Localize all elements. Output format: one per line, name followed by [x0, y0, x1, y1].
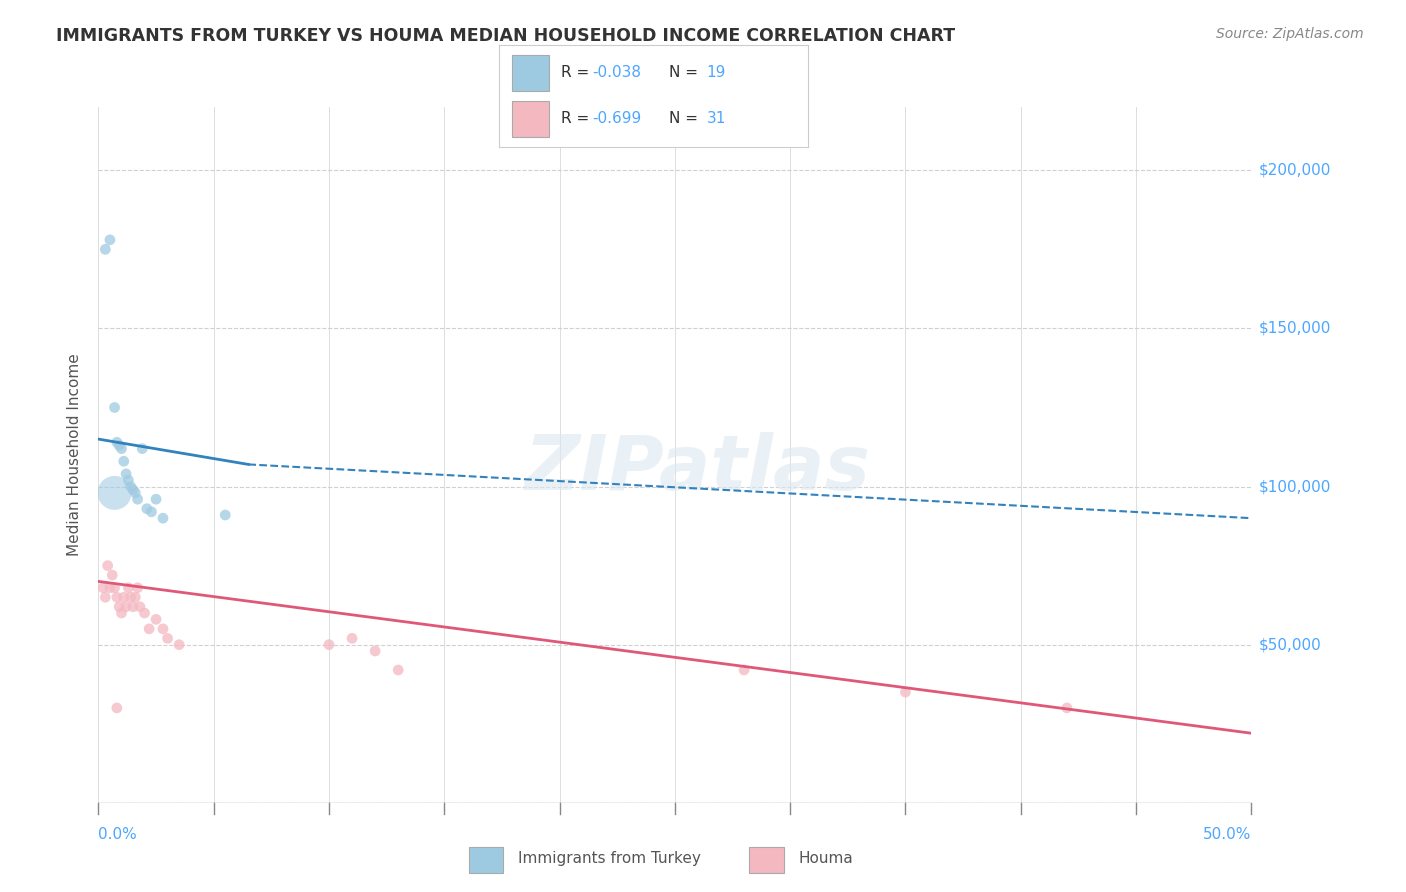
Text: $50,000: $50,000 — [1258, 637, 1322, 652]
Point — [141, 505, 163, 519]
Point — [894, 685, 917, 699]
Point — [733, 663, 755, 677]
Point — [138, 622, 160, 636]
Text: $100,000: $100,000 — [1258, 479, 1330, 494]
Point — [135, 501, 157, 516]
Point — [122, 483, 145, 497]
Text: 19: 19 — [706, 65, 725, 79]
Text: -0.038: -0.038 — [592, 65, 641, 79]
Point — [364, 644, 387, 658]
Text: -0.699: -0.699 — [592, 111, 641, 126]
Point — [129, 599, 152, 614]
Point — [110, 606, 132, 620]
Point — [131, 442, 153, 456]
Point — [112, 454, 135, 468]
Point — [110, 442, 132, 456]
Point — [387, 663, 409, 677]
Point — [103, 581, 125, 595]
Bar — [749, 847, 785, 872]
Text: 31: 31 — [706, 111, 725, 126]
Point — [105, 435, 128, 450]
Bar — [512, 55, 548, 91]
Text: Immigrants from Turkey: Immigrants from Turkey — [517, 851, 702, 866]
Point — [167, 638, 190, 652]
Point — [101, 568, 124, 582]
Point — [94, 591, 117, 605]
Point — [145, 612, 167, 626]
Point — [152, 511, 174, 525]
Point — [120, 479, 142, 493]
Text: 50.0%: 50.0% — [1204, 827, 1251, 841]
Point — [124, 591, 146, 605]
Point — [98, 581, 121, 595]
Point — [108, 599, 131, 614]
Point — [105, 591, 128, 605]
Point — [122, 599, 145, 614]
Text: $200,000: $200,000 — [1258, 163, 1330, 178]
Text: Source: ZipAtlas.com: Source: ZipAtlas.com — [1216, 27, 1364, 41]
Point — [145, 492, 167, 507]
Point — [98, 233, 121, 247]
Point — [156, 632, 179, 646]
Point — [117, 473, 139, 487]
Bar — [470, 847, 503, 872]
Point — [127, 492, 149, 507]
Text: R =: R = — [561, 111, 595, 126]
Y-axis label: Median Household Income: Median Household Income — [67, 353, 83, 557]
Text: IMMIGRANTS FROM TURKEY VS HOUMA MEDIAN HOUSEHOLD INCOME CORRELATION CHART: IMMIGRANTS FROM TURKEY VS HOUMA MEDIAN H… — [56, 27, 955, 45]
Text: ZIPatlas: ZIPatlas — [524, 432, 870, 506]
Point — [108, 438, 131, 452]
Bar — [512, 101, 548, 137]
Text: Houma: Houma — [799, 851, 853, 866]
Text: R =: R = — [561, 65, 595, 79]
Text: $150,000: $150,000 — [1258, 321, 1330, 336]
Point — [318, 638, 340, 652]
Point — [117, 581, 139, 595]
Point — [124, 486, 146, 500]
Point — [94, 243, 117, 257]
Point — [103, 401, 125, 415]
Point — [214, 508, 236, 522]
Point — [115, 599, 138, 614]
Text: 0.0%: 0.0% — [98, 827, 138, 841]
Point — [1056, 701, 1078, 715]
Text: N =: N = — [669, 111, 703, 126]
Point — [103, 486, 125, 500]
Point — [152, 622, 174, 636]
Point — [127, 581, 149, 595]
Point — [91, 581, 114, 595]
Point — [97, 558, 120, 573]
Point — [120, 591, 142, 605]
Point — [134, 606, 156, 620]
Text: N =: N = — [669, 65, 703, 79]
Point — [340, 632, 363, 646]
Point — [105, 701, 128, 715]
Point — [112, 591, 135, 605]
Point — [115, 467, 138, 481]
